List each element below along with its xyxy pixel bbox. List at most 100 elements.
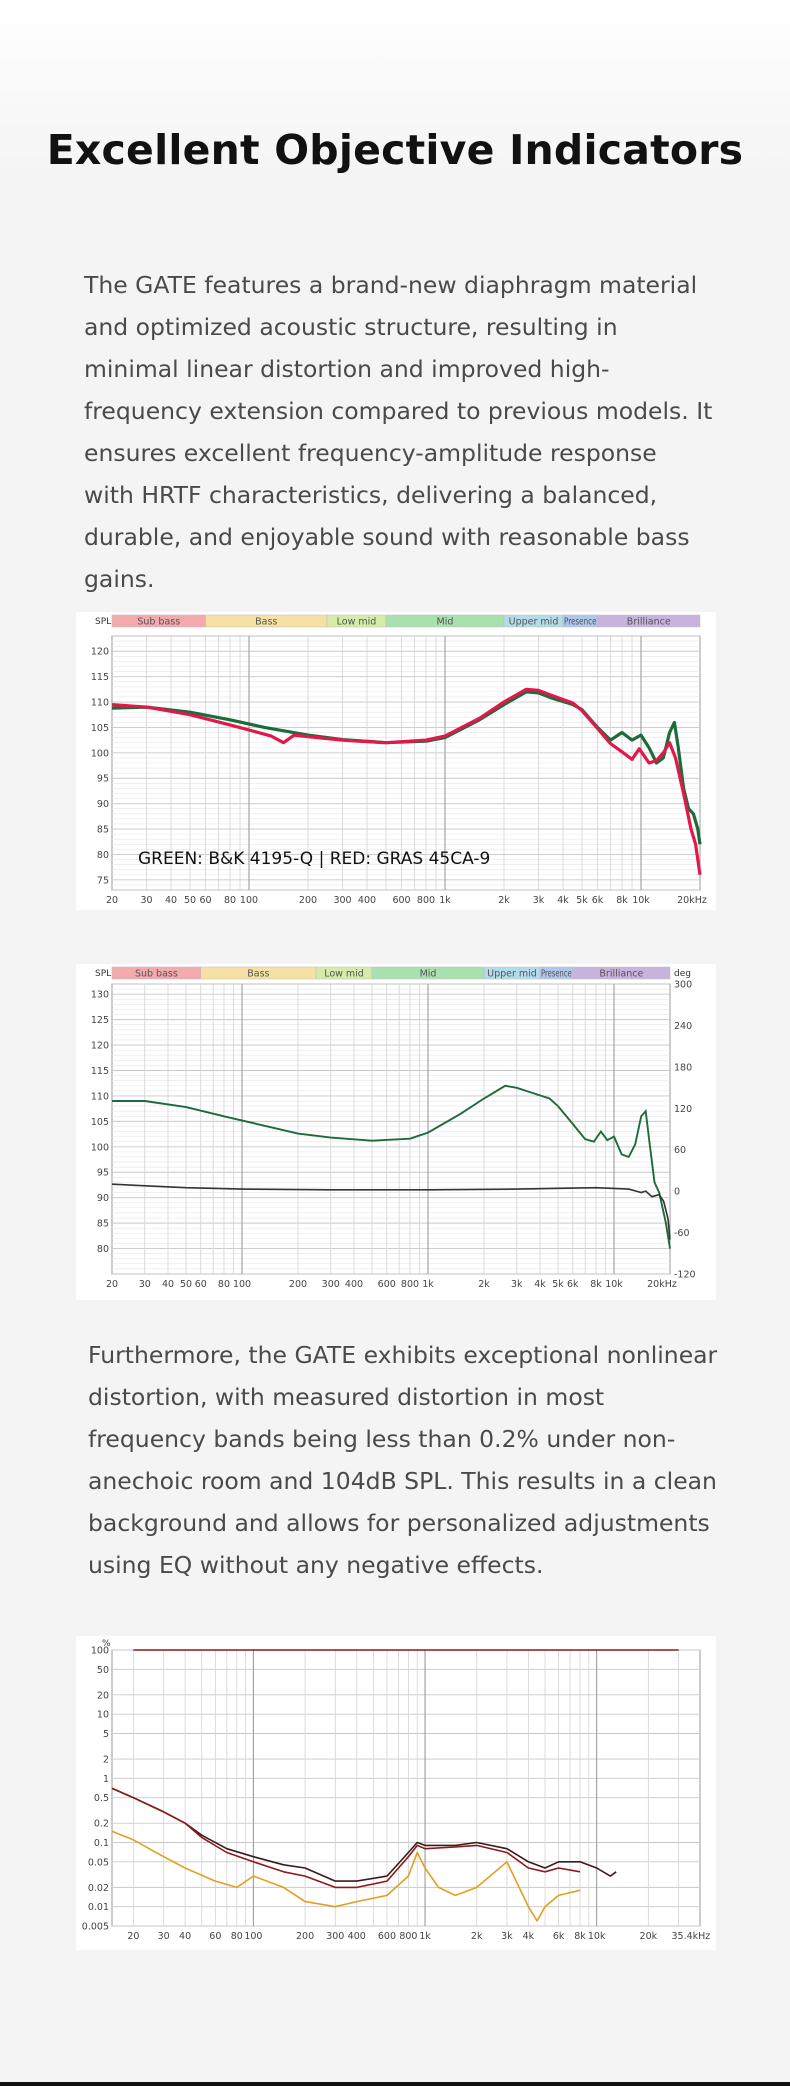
x-tick-label: 3k — [501, 1931, 513, 1942]
plot-frame — [111, 1649, 701, 1927]
y-tick-label: 85 — [97, 825, 109, 836]
x-tick-label: 5k — [552, 1279, 564, 1290]
x-tick-label: 20kHz — [647, 1279, 677, 1290]
x-tick-label: 6k — [592, 895, 604, 906]
x-tick-label: 50 — [184, 895, 196, 906]
y2-tick-label: 60 — [674, 1145, 686, 1156]
y-tick-label: 0.1 — [94, 1838, 109, 1849]
y2-tick-label: 120 — [674, 1104, 692, 1115]
x-tick-label: 20kHz — [677, 895, 707, 906]
y-tick-label: 105 — [91, 1117, 109, 1128]
spl-trace — [112, 1084, 671, 1249]
y-tick-label: 85 — [97, 1219, 109, 1230]
x-tick-label: 20 — [127, 1931, 139, 1942]
y2-tick-label: -120 — [674, 1270, 696, 1281]
x-tick-label: 10k — [605, 1279, 623, 1290]
y2-tick-label: 240 — [674, 1021, 692, 1032]
y-tick-label: 20 — [97, 1690, 109, 1701]
band-label: Low mid — [337, 617, 377, 628]
y-tick-label: 105 — [91, 723, 109, 734]
x-tick-label: 100 — [244, 1931, 262, 1942]
y-tick-label: 10 — [97, 1710, 109, 1721]
x-tick-label: 600 — [392, 895, 410, 906]
x-tick-label: 40 — [179, 1931, 191, 1942]
intro-paragraph: The GATE features a brand-new diaphragm … — [84, 271, 713, 593]
x-tick-label: 400 — [345, 1279, 363, 1290]
x-tick-label: 4k — [534, 1279, 546, 1290]
x-tick-label: 3k — [533, 895, 545, 906]
y-tick-label: 95 — [97, 774, 109, 785]
page-title: Excellent Objective Indicators — [46, 126, 744, 174]
band-label: Upper mid — [487, 969, 537, 980]
x-tick-label: 3k — [511, 1279, 523, 1290]
x-tick-label: 2k — [498, 895, 510, 906]
band-brilliance — [572, 966, 671, 980]
x-tick-label: 4k — [557, 895, 569, 906]
x-tick-label: 1k — [439, 895, 451, 906]
x-tick-label: 20 — [106, 1279, 118, 1290]
y-unit-label: SPL — [95, 969, 111, 979]
x-tick-label: 800 — [399, 1931, 417, 1942]
thd-orange-trace — [111, 1830, 581, 1922]
y-tick-label: 90 — [97, 799, 109, 810]
x-tick-label: 30 — [158, 1931, 170, 1942]
y-tick-label: 90 — [97, 1193, 109, 1204]
band-label: Bass — [247, 969, 269, 980]
y-tick-label: 120 — [91, 1041, 109, 1052]
y-tick-label: 80 — [97, 1244, 109, 1255]
band-label: Brilliance — [599, 969, 643, 980]
y-tick-label: 130 — [91, 990, 109, 1001]
x-tick-label: 800 — [401, 1279, 419, 1290]
y-tick-label: 110 — [91, 1091, 109, 1102]
x-tick-label: 6k — [553, 1931, 565, 1942]
x-tick-label: 200 — [289, 1279, 307, 1290]
x-tick-label: 300 — [322, 1279, 340, 1290]
y2-tick-label: 180 — [674, 1062, 692, 1073]
band-label: Brilliance — [627, 617, 671, 628]
y-tick-label: 115 — [91, 672, 109, 683]
y-tick-label: 0.05 — [88, 1857, 109, 1868]
x-tick-label: 8k — [590, 1279, 602, 1290]
x-tick-label: 600 — [378, 1279, 396, 1290]
band-label: Sub bass — [135, 969, 178, 980]
y-tick-label: 115 — [91, 1066, 109, 1077]
frequency-phase-chart: 80 85 90 95 100 105 110 115 120 125 130 20 30 40 50 60 8… — [76, 964, 716, 1300]
y-tick-label: 0.01 — [88, 1902, 109, 1913]
x-tick-label: 800 — [417, 895, 435, 906]
y-tick-label: 80 — [97, 850, 109, 861]
y-tick-label: 75 — [97, 875, 109, 886]
y-tick-label: 95 — [97, 1168, 109, 1179]
x-tick-label: 50 — [180, 1279, 192, 1290]
x-tick-label: 200 — [296, 1931, 314, 1942]
x-tick-label: 5k — [576, 895, 588, 906]
y2-tick-label: -60 — [674, 1228, 690, 1239]
x-tick-label: 1k — [419, 1931, 431, 1942]
distortion-chart: 0.005 0.01 0.02 0.05 0.1 0.2 0.5 1 2 5 10 20 50 100 20… — [76, 1636, 716, 1950]
plot-frame — [111, 983, 671, 1275]
frequency-response-chart: 75 80 85 90 95 100 105 110 115 120 20 30 40 50 60 80 100… — [76, 612, 716, 910]
y-tick-label: 100 — [91, 748, 109, 759]
x-tick-label: 300 — [333, 895, 351, 906]
x-tick-label: 6k — [567, 1279, 579, 1290]
frequency-response-svg: 75 80 85 90 95 100 105 110 115 120 20 30 40 50 60 80 100… — [91, 614, 707, 906]
x-tick-label: 80 — [224, 895, 236, 906]
x-tick-label: 40 — [165, 895, 177, 906]
chart-annotation: GREEN: B&K 4195-Q | RED: GRAS 45CA-9 — [138, 849, 490, 869]
band-label: Upper mid — [509, 617, 559, 628]
thd-dark-trace — [111, 1787, 617, 1882]
x-tick-label: 60 — [195, 1279, 207, 1290]
band-label: Low mid — [324, 969, 364, 980]
bottom-divider — [0, 2082, 790, 2086]
band-label: Sub bass — [137, 617, 180, 628]
x-tick-label: 20 — [106, 895, 118, 906]
x-tick-label: 8k — [616, 895, 628, 906]
x-tick-label: 2k — [478, 1279, 490, 1290]
y-tick-label: 50 — [97, 1665, 109, 1676]
y-unit-label: SPL — [95, 617, 111, 627]
band-label: Mid — [420, 969, 437, 980]
x-tick-label: 80 — [218, 1279, 230, 1290]
x-tick-label: 30 — [139, 1279, 151, 1290]
y-tick-label: 0.005 — [82, 1922, 109, 1933]
x-tick-label: 40 — [162, 1279, 174, 1290]
y2-unit-label: deg — [674, 969, 691, 979]
